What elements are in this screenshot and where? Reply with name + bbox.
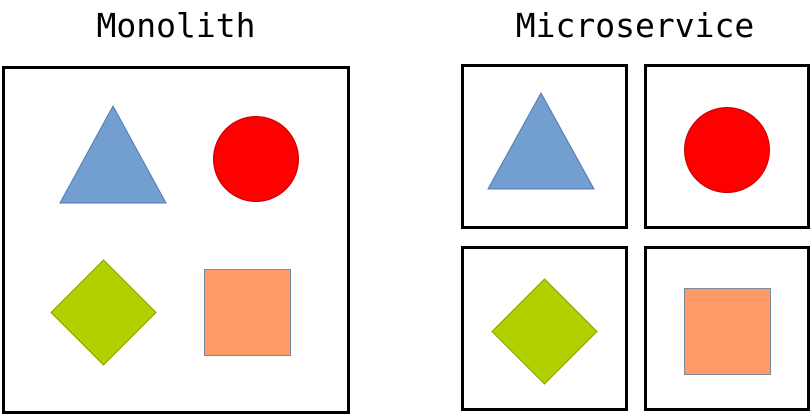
monolith-circle-icon <box>213 116 299 202</box>
microservice-title: Microservice <box>515 6 755 45</box>
microservice-circle-icon <box>684 107 770 193</box>
monolith-triangle-icon <box>59 104 167 204</box>
microservice-square-icon <box>684 288 771 375</box>
monolith-box <box>2 66 350 414</box>
microservice-triangle-icon <box>487 91 595 190</box>
monolith-title: Monolith <box>96 6 256 45</box>
monolith-diamond-icon <box>50 259 157 366</box>
microservice-diamond-icon <box>491 278 598 385</box>
monolith-square-icon <box>204 269 291 356</box>
